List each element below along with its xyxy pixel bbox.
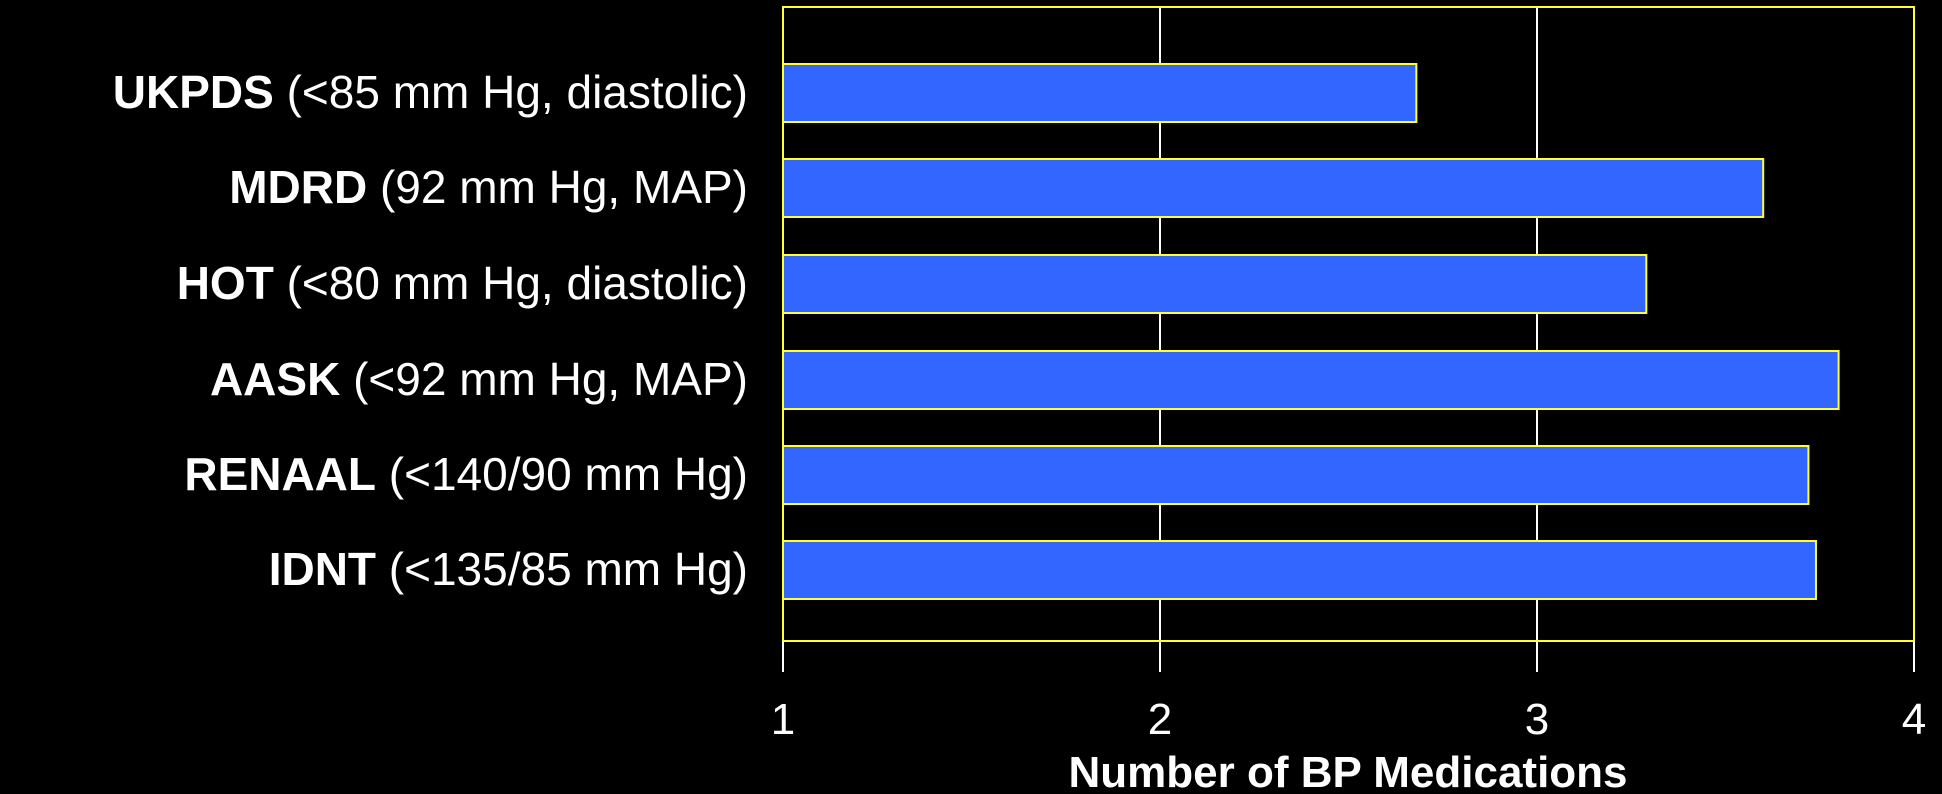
x-tick-label-2: 3 xyxy=(1525,695,1549,744)
study-name: IDNT xyxy=(269,543,376,595)
study-name: HOT xyxy=(177,257,274,309)
bars xyxy=(782,63,1840,600)
x-tick-label-3: 4 xyxy=(1902,695,1926,744)
plot-frame xyxy=(782,6,1915,642)
x-axis-ticks: 1 2 3 4 xyxy=(771,641,1926,744)
category-label-mdrd: MDRD (92 mm Hg, MAP) xyxy=(229,161,748,213)
study-target: (<135/85 mm Hg) xyxy=(376,543,748,595)
study-target: (<92 mm Hg, MAP) xyxy=(340,353,748,405)
x-tick-label-1: 2 xyxy=(1148,695,1172,744)
category-label-ukpds: UKPDS (<85 mm Hg, diastolic) xyxy=(113,66,748,118)
category-label-aask: AASK (<92 mm Hg, MAP) xyxy=(210,353,748,405)
study-name: MDRD xyxy=(229,161,367,213)
study-name: UKPDS xyxy=(113,66,274,118)
bar-idnt xyxy=(782,540,1817,600)
bar-renaal xyxy=(782,445,1810,505)
study-target: (<140/90 mm Hg) xyxy=(376,448,748,500)
category-labels: UKPDS (<85 mm Hg, diastolic) MDRD (92 mm … xyxy=(113,66,748,595)
category-label-renaal: RENAAL (<140/90 mm Hg) xyxy=(184,448,748,500)
bar-hot xyxy=(782,254,1648,314)
bar-ukpds xyxy=(782,63,1418,123)
study-name: RENAAL xyxy=(184,448,376,500)
study-target: (<85 mm Hg, diastolic) xyxy=(274,66,748,118)
category-label-idnt: IDNT (<135/85 mm Hg) xyxy=(269,543,748,595)
study-target: (<80 mm Hg, diastolic) xyxy=(274,257,748,309)
category-label-hot: HOT (<80 mm Hg, diastolic) xyxy=(177,257,748,309)
study-name: AASK xyxy=(210,353,340,405)
bar-aask xyxy=(782,350,1840,410)
study-target: (92 mm Hg, MAP) xyxy=(367,161,748,213)
x-axis-title: Number of BP Medications xyxy=(1068,748,1627,794)
bar-mdrd xyxy=(782,158,1765,218)
x-tick-label-0: 1 xyxy=(771,695,795,744)
